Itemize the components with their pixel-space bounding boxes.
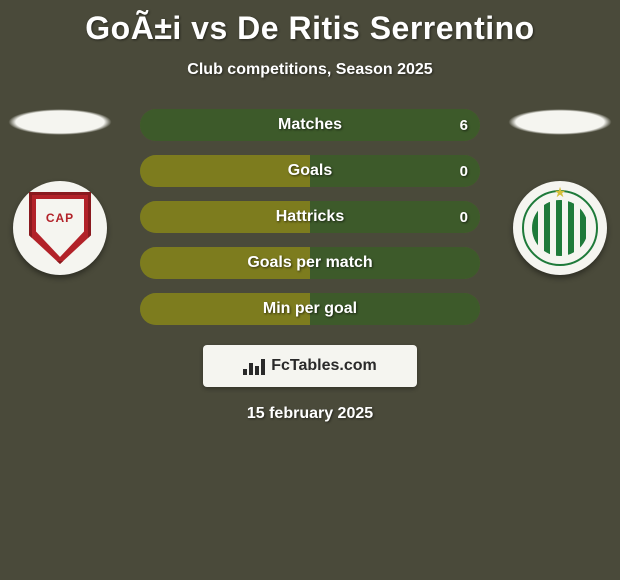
chart-icon	[243, 357, 265, 375]
stat-value-right: 0	[460, 163, 468, 180]
shield-icon	[29, 192, 91, 264]
page-title: GoÃ±i vs De Ritis Serrentino	[0, 0, 620, 47]
stat-label: Min per goal	[263, 300, 357, 318]
attribution[interactable]: FcTables.com	[203, 345, 417, 387]
stat-label: Hattricks	[276, 208, 344, 226]
stat-label: Goals	[288, 162, 332, 180]
stat-value-right: 0	[460, 209, 468, 226]
stat-label: Matches	[278, 116, 342, 134]
stat-row: 0 Goals	[140, 155, 480, 187]
team-badge-left	[13, 181, 107, 275]
stat-row: 6 Matches	[140, 109, 480, 141]
stat-row: Min per goal	[140, 293, 480, 325]
stat-label: Goals per match	[247, 254, 372, 272]
comparison-panel: 6 Matches 0 Goals 0 Hattricks Goals per match M…	[0, 109, 620, 423]
stat-value-right: 6	[460, 117, 468, 134]
date-label: 15 february 2025	[0, 405, 620, 423]
stat-row: Goals per match	[140, 247, 480, 279]
subtitle: Club competitions, Season 2025	[0, 61, 620, 79]
shield-icon	[522, 190, 598, 266]
attribution-label: FcTables.com	[271, 357, 377, 375]
stat-bar-right	[310, 155, 480, 187]
stat-row: 0 Hattricks	[140, 201, 480, 233]
team-badge-right	[513, 181, 607, 275]
player-silhouette-right	[508, 109, 612, 135]
stat-bar-left	[140, 155, 310, 187]
player-left	[8, 109, 112, 275]
player-right	[508, 109, 612, 275]
stats-list: 6 Matches 0 Goals 0 Hattricks Goals per match M…	[140, 109, 480, 325]
player-silhouette-left	[8, 109, 112, 135]
